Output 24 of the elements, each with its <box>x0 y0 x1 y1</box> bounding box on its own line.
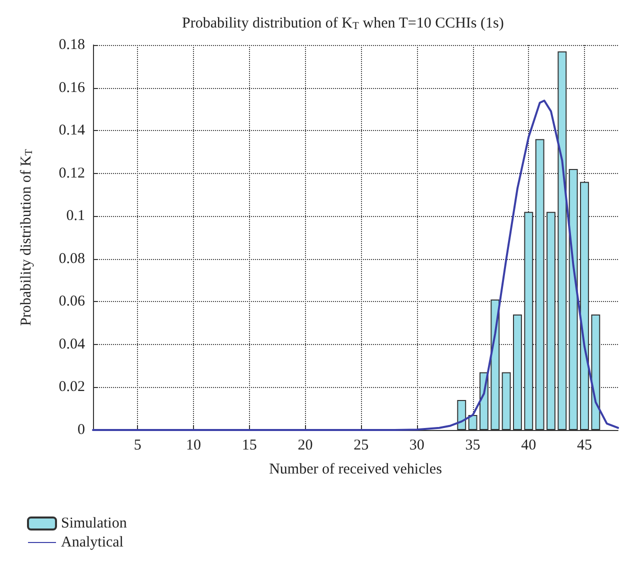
x-tick-label: 35 <box>465 438 480 454</box>
x-tick-label: 10 <box>186 438 202 454</box>
y-tick-label: 0.04 <box>58 336 86 352</box>
x-tick-label: 15 <box>242 438 257 454</box>
legend-label: Simulation <box>61 516 128 532</box>
chart-title: Probability distribution of KT when T=10 CCHIs (1s) <box>182 16 504 32</box>
y-tick-label: 0 <box>78 422 85 438</box>
y-tick-label: 0.02 <box>58 379 85 396</box>
y-tick-label: 0.12 <box>58 165 85 182</box>
x-axis-title: Number of received vehicles <box>269 462 442 478</box>
y-tick-label: 0.1 <box>66 208 85 224</box>
y-tick-label: 0.16 <box>58 80 86 96</box>
y-axis-title: Probability distribution of KT <box>18 148 35 326</box>
x-tick-label: 30 <box>409 438 424 454</box>
x-tick-label: 25 <box>354 438 369 454</box>
x-tick-label: 40 <box>521 438 536 454</box>
y-tick-label: 0.18 <box>58 37 85 53</box>
x-tick-label: 45 <box>576 438 592 454</box>
x-tick-label: 5 <box>134 438 142 454</box>
x-tick-label: 20 <box>298 438 313 454</box>
y-tick-label: 0.14 <box>58 122 86 139</box>
y-tick-label: 0.06 <box>58 294 86 310</box>
legend-label: Analytical <box>61 534 124 550</box>
y-tick-label: 0.08 <box>58 250 85 267</box>
